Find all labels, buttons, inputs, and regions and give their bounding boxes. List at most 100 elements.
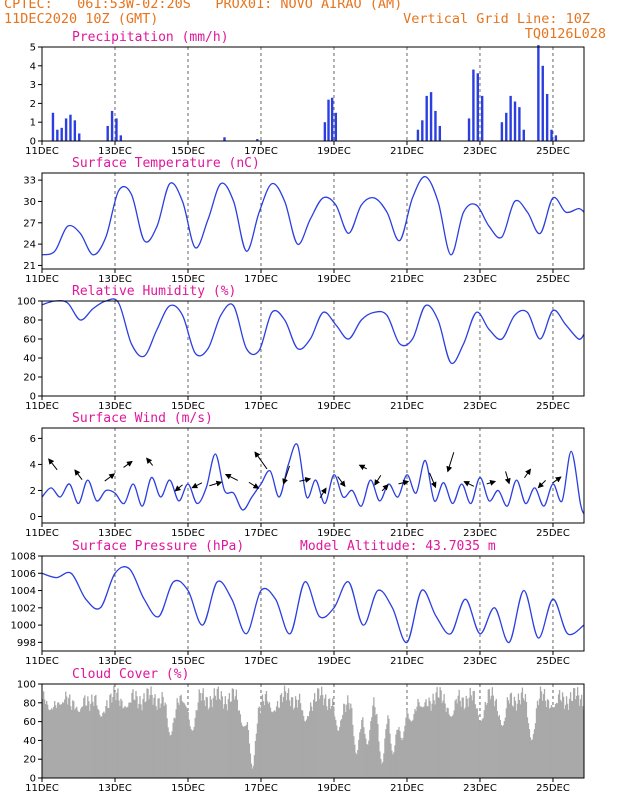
cloud-bar <box>542 693 545 778</box>
cloud-bar <box>358 739 360 778</box>
cloud-bar <box>148 699 150 778</box>
cloud-bar <box>438 697 440 778</box>
cloud-bar <box>392 754 394 778</box>
y-tick-label: 40 <box>23 736 36 747</box>
cloud-bar <box>194 717 196 778</box>
cloud-bar <box>288 700 291 778</box>
wind-arrow <box>146 457 154 466</box>
cloud-bar <box>234 696 237 778</box>
cloud-bar <box>472 691 474 778</box>
cloud-bar <box>511 705 514 778</box>
cloud-bar <box>442 700 444 778</box>
y-tick-label: 0 <box>30 512 36 523</box>
x-tick-label: 23DEC <box>463 274 497 285</box>
cloud-bar <box>500 724 502 778</box>
cloud-bar <box>79 711 81 778</box>
cloud-bar <box>334 716 336 778</box>
cloud-bar <box>299 703 302 778</box>
cloud-bar <box>229 701 231 778</box>
cloud-bar <box>424 702 426 778</box>
cloud-bar <box>227 699 229 778</box>
cloud-bar <box>199 692 201 778</box>
cloud-bar <box>246 722 249 778</box>
cloud-bar <box>452 714 454 778</box>
cloud-bar <box>151 694 153 778</box>
x-tick-label: 13DEC <box>98 528 132 539</box>
cloud-bar <box>108 708 110 778</box>
cloud-bar <box>483 710 485 778</box>
precip-bar <box>119 135 123 141</box>
cloud-bar <box>91 694 93 778</box>
cloud-bar <box>571 700 574 778</box>
cloud-bar <box>195 710 197 778</box>
y-tick-label: 40 <box>23 354 36 365</box>
cloud-bar <box>297 699 300 778</box>
x-tick-label: 19DEC <box>317 146 351 157</box>
precip-bar <box>330 97 334 141</box>
cloud-bar <box>427 706 429 778</box>
cloud-bar <box>510 692 513 778</box>
cloud-bar <box>534 723 537 778</box>
cloud-bar <box>406 709 408 778</box>
cloud-bar <box>353 736 355 778</box>
cloud-bar <box>327 710 329 778</box>
cloud-bar <box>57 702 59 778</box>
cloud-bar <box>266 701 269 778</box>
y-tick-label: 24 <box>23 240 36 251</box>
cloud-bar <box>360 729 362 778</box>
cloud-bar <box>414 709 416 778</box>
wind-arrow <box>524 468 532 479</box>
cloud-bar <box>420 706 422 778</box>
cloud-bar <box>580 694 583 778</box>
cloud-bar <box>176 698 178 778</box>
cloud-bar <box>219 700 221 778</box>
cloud-bar <box>558 690 561 778</box>
cloud-bar <box>308 711 311 778</box>
wind-arrow <box>552 476 562 484</box>
cloud-bar <box>381 763 383 778</box>
precip-bar <box>522 129 525 141</box>
cloud-bar <box>127 706 129 778</box>
cloud-bar <box>364 733 366 778</box>
cloud-bar <box>243 726 246 778</box>
panel-2: 21 24 27 30 33 11DEC 13DEC 15DEC 17DEC 19DEC 21DEC… <box>23 156 585 285</box>
cloud-bar <box>350 703 352 778</box>
y-tick-label: 3 <box>30 80 36 91</box>
y-tick-label: 1008 <box>11 552 36 563</box>
cloud-bar <box>242 726 245 778</box>
cloud-bar <box>328 699 330 778</box>
cloud-bar <box>240 722 243 778</box>
cloud-bar <box>120 698 122 778</box>
cloud-bar <box>433 700 435 778</box>
x-tick-label: 19DEC <box>317 528 351 539</box>
x-tick-label: 23DEC <box>463 401 497 412</box>
cloud-bar <box>359 732 361 778</box>
cloud-bar <box>492 695 494 778</box>
precip-bar <box>476 73 479 141</box>
cloud-bar <box>421 707 423 778</box>
x-tick-label: 17DEC <box>244 274 278 285</box>
cloud-bar <box>238 710 241 778</box>
precip-bar <box>64 118 68 141</box>
cloud-bar <box>182 702 184 778</box>
cloud-bar <box>69 694 71 778</box>
cloud-bar <box>487 689 489 778</box>
y-tick-label: 100 <box>17 297 36 308</box>
cloud-bar <box>48 709 50 778</box>
header-line1: CPTEC: 061:53W-02:20S PROX01: NOVO AIRAO… <box>4 0 403 12</box>
cloud-bar <box>125 707 127 778</box>
cloud-bar <box>548 708 551 778</box>
cloud-bar <box>177 702 179 778</box>
x-tick-label: 13DEC <box>98 783 132 794</box>
cloud-bar <box>185 706 187 778</box>
cloud-bar <box>366 744 368 778</box>
cloud-bar <box>541 700 544 778</box>
y-tick-label: 60 <box>23 717 36 728</box>
precip-bar <box>545 94 549 141</box>
cloud-bar <box>236 699 239 778</box>
wind-arrow <box>358 464 368 471</box>
cloud-bar <box>489 699 491 778</box>
y-tick-label: 33 <box>23 176 36 187</box>
precip-bar <box>505 112 508 141</box>
y-tick-label: 6 <box>30 434 36 445</box>
